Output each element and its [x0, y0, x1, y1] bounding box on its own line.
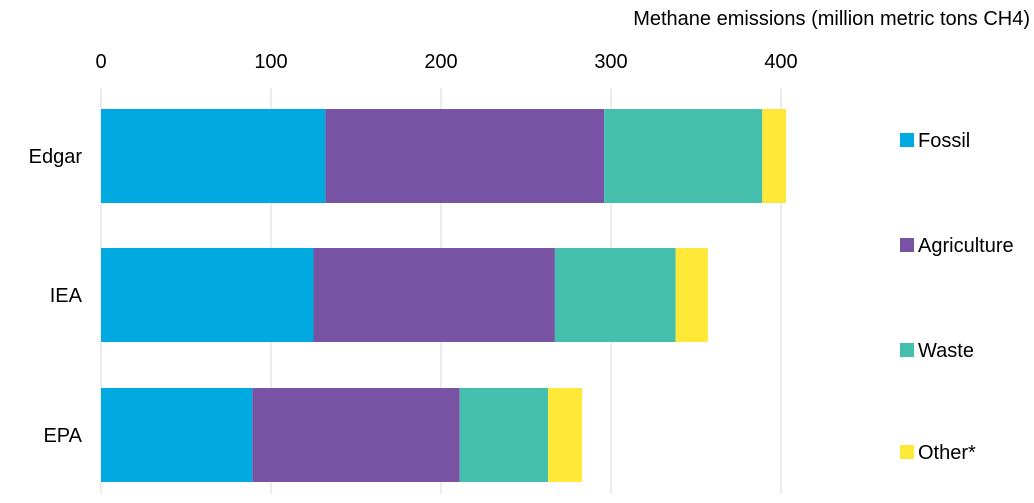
- legend-swatch-agriculture: [900, 238, 914, 252]
- bar-segment-waste-iea: [554, 248, 676, 342]
- category-label-iea: IEA: [50, 285, 83, 307]
- legend-label-fossil: Fossil: [918, 130, 970, 152]
- x-tick-label: 200: [424, 51, 457, 73]
- bar-segment-other-epa: [548, 388, 583, 482]
- category-label-epa: EPA: [43, 425, 82, 447]
- bar-segment-fossil-epa: [101, 388, 253, 482]
- bar-segment-agriculture-iea: [313, 248, 555, 342]
- bar-segment-fossil-edgar: [101, 109, 326, 203]
- x-tick-label: 100: [254, 51, 287, 73]
- bar-segment-fossil-iea: [101, 248, 314, 342]
- bar-segment-agriculture-edgar: [325, 109, 605, 203]
- bar-segment-waste-epa: [459, 388, 549, 482]
- legend-swatch-fossil: [900, 133, 914, 147]
- x-tick-label: 300: [594, 51, 627, 73]
- x-tick-label: 0: [95, 51, 106, 73]
- x-axis-ticks: 0 100 200 300 400: [95, 51, 797, 73]
- legend-swatch-waste: [900, 343, 914, 357]
- legend-swatch-other: [900, 445, 914, 459]
- x-axis-title: Methane emissions (million metric tons C…: [633, 8, 1030, 30]
- bar-segment-agriculture-epa: [252, 388, 460, 482]
- bar-segment-waste-edgar: [604, 109, 763, 203]
- legend: Fossil Agriculture Waste Other*: [900, 130, 1014, 464]
- x-tick-label: 400: [764, 51, 797, 73]
- legend-label-agriculture: Agriculture: [918, 235, 1014, 257]
- category-label-edgar: Edgar: [29, 146, 83, 168]
- category-labels: Edgar IEA EPA: [29, 146, 83, 447]
- legend-label-waste: Waste: [918, 340, 974, 362]
- bars: [101, 109, 787, 482]
- legend-label-other: Other*: [918, 442, 976, 464]
- bar-segment-other-iea: [675, 248, 708, 342]
- bar-segment-other-edgar: [762, 109, 787, 203]
